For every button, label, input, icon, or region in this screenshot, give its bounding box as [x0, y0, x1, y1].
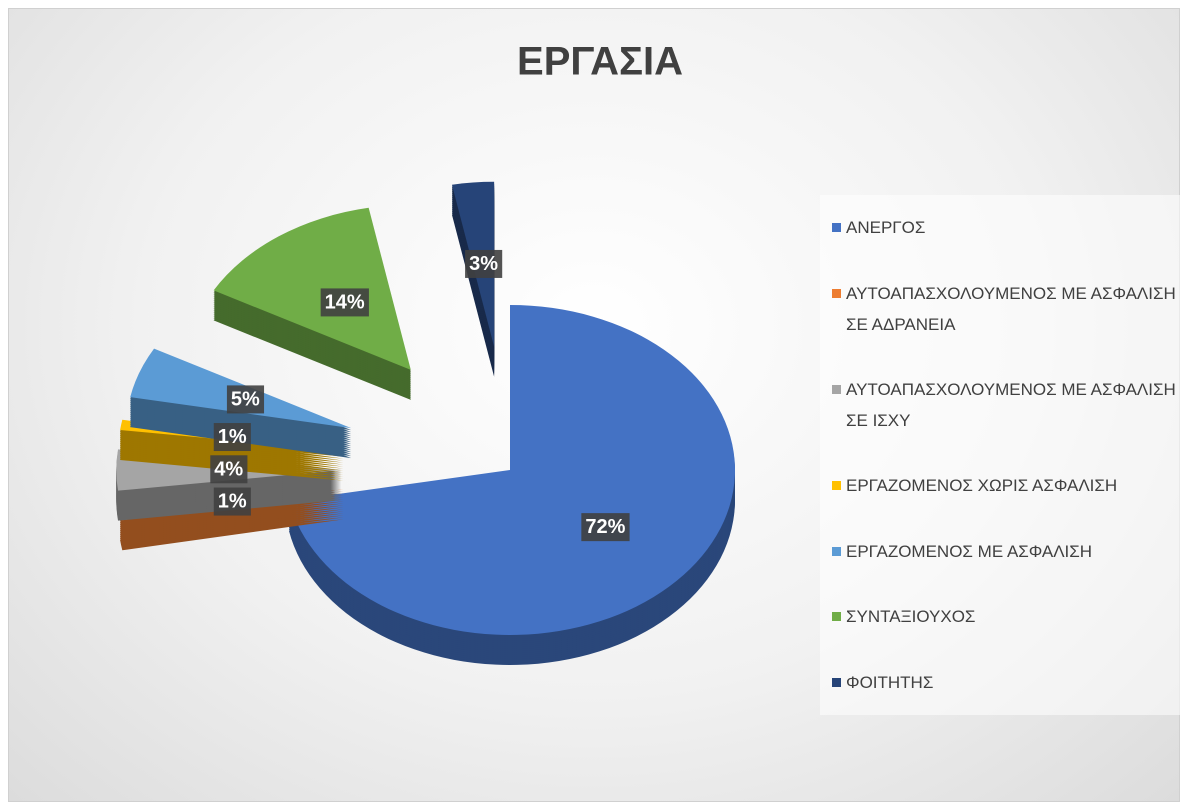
legend-label: ΣΥΝΤΑΞΙΟΥΧΟΣ — [846, 607, 976, 627]
slice-top — [288, 305, 735, 635]
legend-label: ΑΝΕΡΓΟΣ — [846, 218, 926, 238]
legend-item: ΕΡΓΑΖΟΜΕΝΟΣ ΜΕ ΑΣΦΑΛΙΣΗ — [832, 536, 1180, 567]
legend-label: ΕΡΓΑΖΟΜΕΝΟΣ ΜΕ ΑΣΦΑΛΙΣΗ — [846, 541, 1093, 561]
slice-side — [120, 511, 344, 543]
data-label-box — [465, 249, 503, 278]
data-label-box — [320, 288, 369, 317]
legend-swatch — [832, 288, 841, 298]
slice-side — [120, 519, 344, 551]
slice-side — [120, 515, 344, 547]
data-label-box — [213, 487, 251, 516]
slice-side — [120, 513, 344, 545]
legend-item: ΣΥΝΤΑΞΙΟΥΧΟΣ — [832, 601, 1180, 632]
legend-item: ΦΟΙΤΗΤΗΣ — [832, 667, 1180, 698]
slice-side — [120, 501, 344, 533]
legend-item: ΑΝΕΡΓΟΣ — [832, 212, 1180, 243]
slice-side — [120, 509, 344, 541]
legend-label: ΕΡΓΑΖΟΜΕΝΟΣ ΧΩΡΙΣ ΑΣΦΑΛΙΣΗ — [846, 476, 1118, 496]
data-label: 3% — [469, 253, 498, 275]
data-label-box — [226, 385, 265, 414]
chart-title: ΕΡΓΑΣΙΑ — [517, 40, 683, 84]
legend-swatch — [832, 677, 841, 687]
data-label: 4% — [214, 458, 243, 480]
legend-label: ΦΟΙΤΗΤΗΣ — [846, 672, 934, 692]
legend-swatch — [832, 546, 841, 556]
slice-top — [213, 207, 411, 370]
legend-swatch — [832, 481, 841, 491]
slice-side — [120, 507, 344, 539]
slice — [213, 207, 411, 400]
legend-label: ΑΥΤΟΑΠΑΣΧΟΛΟΥΜΕΝΟΣ ΜΕ ΑΣΦΑΛΙΣΗ ΣΕ ΑΔΡΑΝΕ… — [846, 283, 1176, 334]
slice-side — [120, 505, 344, 537]
legend: ΑΝΕΡΓΟΣ ΑΥΤΟΑΠΑΣΧΟΛΟΥΜΕΝΟΣ ΜΕ ΑΣΦΑΛΙΣΗ ΣΕ… — [820, 195, 1180, 715]
slice-side — [120, 503, 344, 535]
legend-item: ΑΥΤΟΑΠΑΣΧΟΛΟΥΜΕΝΟΣ ΜΕ ΑΣΦΑΛΙΣΗ ΣΕ ΑΔΡΑΝΕ… — [832, 278, 1180, 340]
data-label-box — [581, 513, 630, 542]
legend-swatch — [832, 385, 841, 395]
legend-swatch — [832, 223, 841, 233]
legend-label: ΑΥΤΟΑΠΑΣΧΟΛΟΥΜΕΝΟΣ ΜΕ ΑΣΦΑΛΙΣΗ ΣΕ ΙΣΧΥ — [846, 380, 1176, 431]
legend-item: ΑΥΤΟΑΠΑΣΧΟΛΟΥΜΕΝΟΣ ΜΕ ΑΣΦΑΛΙΣΗ ΣΕ ΙΣΧΥ — [832, 374, 1180, 436]
slice — [288, 305, 736, 665]
data-label: 5% — [231, 388, 260, 410]
slice — [451, 181, 495, 377]
data-label: 1% — [218, 426, 247, 448]
slice-side — [120, 517, 344, 549]
data-label-box — [210, 455, 248, 484]
data-label: 1% — [218, 491, 247, 513]
data-label-box — [213, 423, 251, 452]
legend-item: ΕΡΓΑΖΟΜΕΝΟΣ ΧΩΡΙΣ ΑΣΦΑΛΙΣΗ — [832, 470, 1180, 501]
data-label: 72% — [585, 516, 625, 538]
legend-swatch — [832, 612, 841, 622]
data-label: 14% — [325, 291, 365, 313]
